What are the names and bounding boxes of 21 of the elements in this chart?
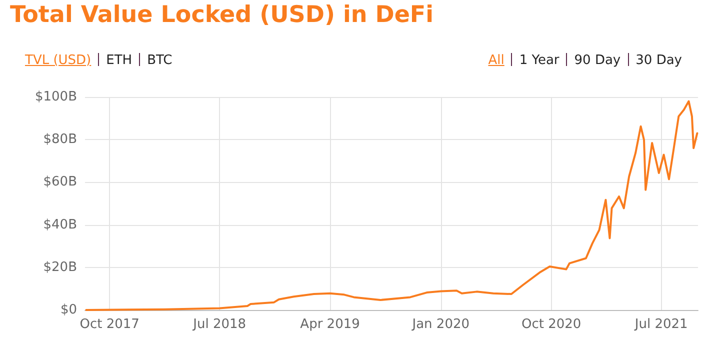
x-tick-label: Jul 2021 [634, 317, 688, 332]
y-tick-label: $60B [43, 174, 77, 190]
y-tick-label: $20B [43, 260, 77, 275]
text: TVL (USD) [25, 53, 92, 68]
y-tick-label: $100B [34, 90, 77, 104]
x-tick-label: Jul 2018 [192, 317, 246, 332]
text: BTC [147, 53, 172, 68]
x-tick-label: Oct 2017 [80, 317, 140, 332]
line-series [85, 100, 698, 311]
x-tick-label: Oct 2020 [521, 317, 582, 332]
text: 30 Day [636, 53, 682, 68]
y-tick-label: $40B [43, 217, 77, 232]
text: ETH [106, 53, 132, 68]
chart-title: Total Value Locked (USD) in DeFi [10, 2, 434, 28]
text: All [488, 53, 504, 68]
y-tick-label: $80B [43, 132, 77, 148]
x-tick-label: Apr 2019 [300, 317, 360, 332]
text: 1 Year [519, 53, 560, 68]
text: 90 Day [574, 53, 621, 68]
x-tick-label: Jan 2020 [411, 317, 470, 332]
y-tick-label: $0 [60, 302, 77, 318]
